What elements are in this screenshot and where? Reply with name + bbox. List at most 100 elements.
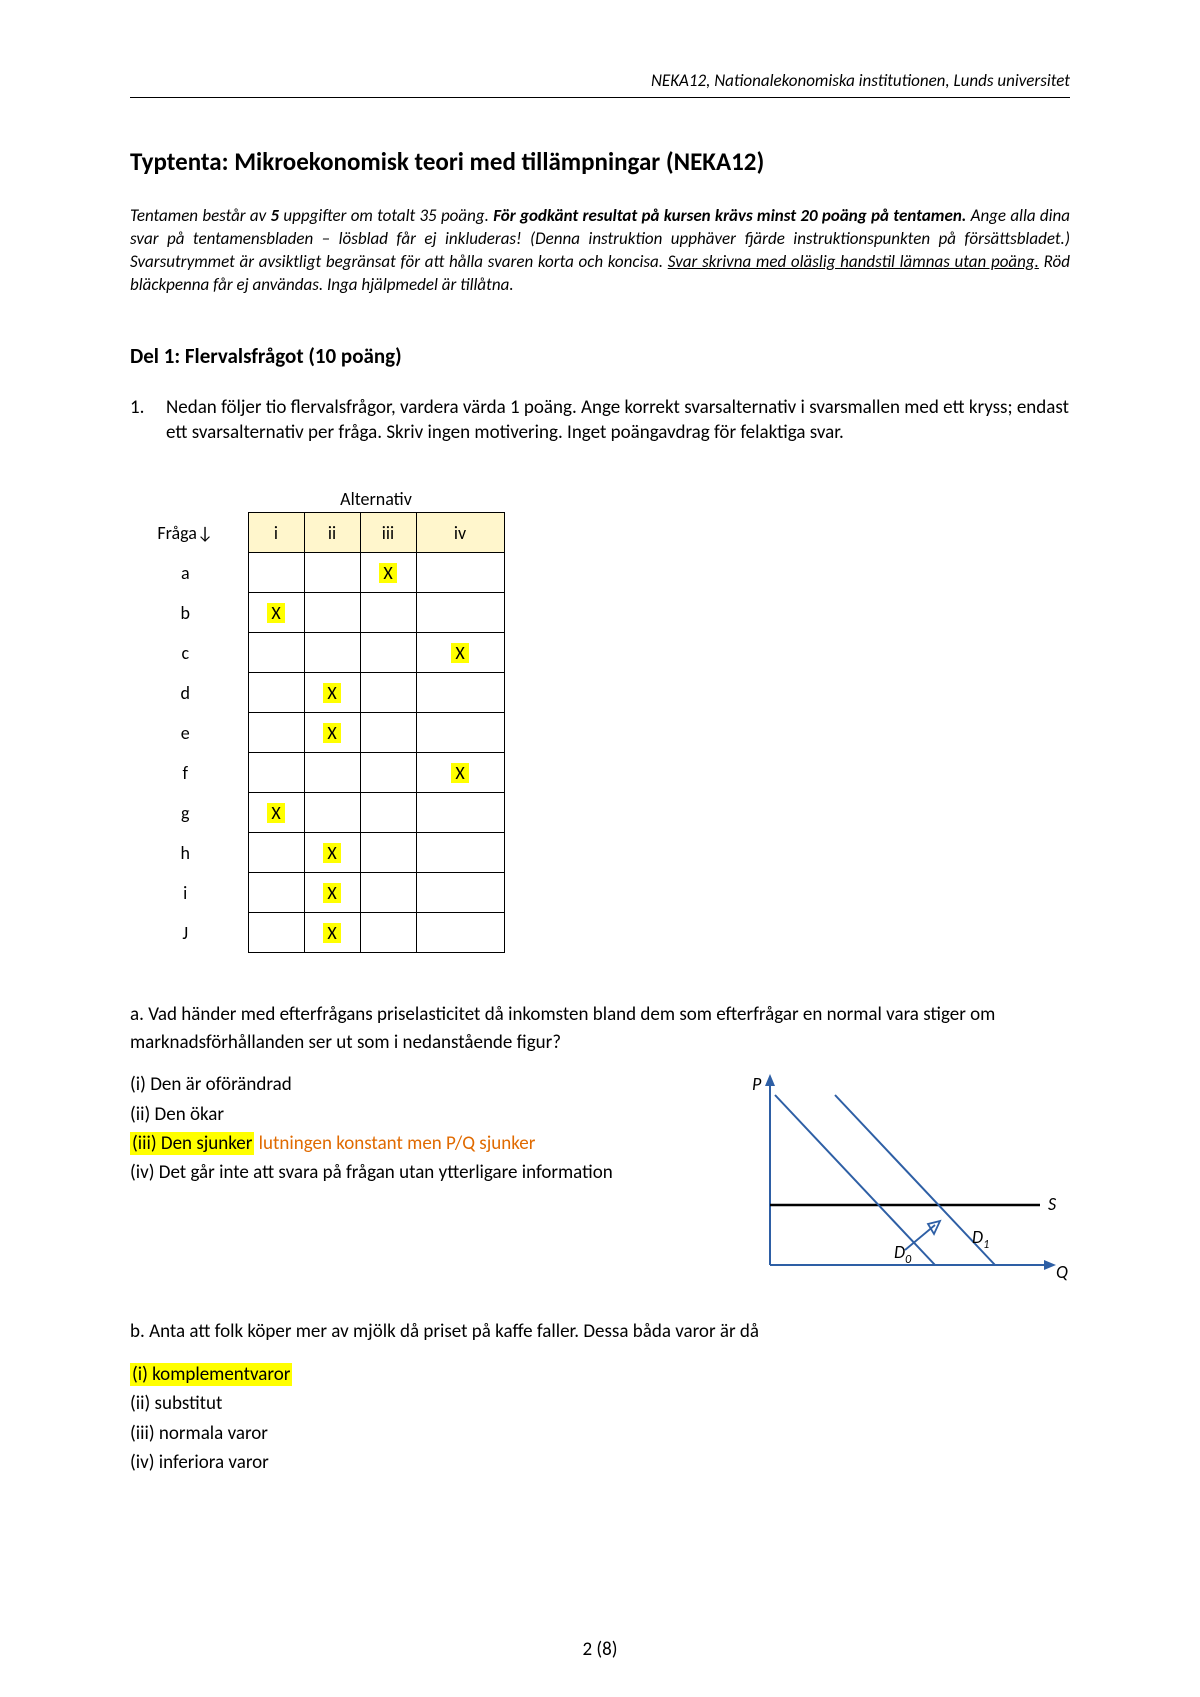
option-row: (iii) Den sjunker lutningen konstant men… [130,1129,710,1158]
option-highlight: (i) komplementvaror [130,1363,292,1386]
answer-cell [360,593,416,633]
option-text: Det går inte att svara på frågan utan yt… [159,1161,613,1184]
answer-cell: X [248,793,304,833]
row-label: g [136,793,248,833]
demand-supply-chart: P Q S D0 D1 [740,1070,1070,1290]
answer-cell [248,913,304,953]
answer-mark: X [323,843,340,864]
answer-cell: X [248,593,304,633]
option-label: (i) [130,1073,150,1096]
row-label: c [136,633,248,673]
question-1: 1. Nedan följer tio flervalsfrågor, vard… [130,395,1070,446]
answer-cell: X [416,633,504,673]
row-label: b [136,593,248,633]
answer-cell [416,713,504,753]
page: NEKA12, Nationalekonomiska institutionen… [0,0,1200,1697]
answer-mark: X [323,923,340,944]
answer-cell [360,913,416,953]
option-label: (iv) [130,1161,159,1184]
col-head: iv [416,513,504,553]
answer-mark: X [267,603,284,624]
intro-text: uppgifter om totalt 35 poäng. [279,205,493,226]
table-row: hX [136,833,504,873]
table-row: bX [136,593,504,633]
answer-cell [360,873,416,913]
answer-cell [416,873,504,913]
question-number: 1. [130,395,166,446]
intro-bold-pass: För godkänt resultat på kursen krävs min… [493,205,966,226]
answer-cell [416,673,504,713]
option-row: (i) komplementvaror [130,1360,1070,1389]
axis-label-q: Q [1056,1261,1068,1283]
answer-cell [360,793,416,833]
table-header-row: Fråga↓ i ii iii iv [136,513,504,553]
question-a-prompt: a. Vad händer med efterfrågans priselast… [130,1001,1070,1056]
answer-cell [248,873,304,913]
answer-mark: X [323,723,340,744]
option-highlight: (iii) Den sjunker [130,1132,254,1155]
answer-cell [248,633,304,673]
page-title: Typtenta: Mikroekonomisk teori med tillä… [130,146,1070,177]
answer-cell [248,673,304,713]
answer-cell [304,553,360,593]
answer-cell [248,833,304,873]
answer-cell [416,593,504,633]
row-label: i [136,873,248,913]
answer-cell [360,833,416,873]
answer-cell: X [304,833,360,873]
table-row: JX [136,913,504,953]
row-label: e [136,713,248,753]
alternatives-label: Alternativ [248,488,504,510]
answer-table-wrap: Alternativ Fråga↓ i ii iii iv aXbXcXdXeX… [136,488,1070,953]
answer-cell: X [304,673,360,713]
y-axis-arrow [765,1074,775,1086]
option-label: (ii) [130,1103,155,1126]
table-row: dX [136,673,504,713]
answer-table: Fråga↓ i ii iii iv aXbXcXdXeXfXgXhXiXJX [136,512,505,953]
answer-cell: X [304,713,360,753]
option-row: (i) Den är oförändrad [130,1070,710,1099]
answer-cell [416,913,504,953]
answer-mark: X [323,883,340,904]
option-text: Den är oförändrad [150,1073,292,1096]
question-text: Nedan följer tio flervalsfrågor, vardera… [166,395,1070,446]
question-b-prompt: b. Anta att folk köper mer av mjölk då p… [130,1318,1070,1346]
table-row: gX [136,793,504,833]
row-header-label: Fråga↓ [136,513,248,553]
d1-label: D1 [972,1226,989,1252]
intro-bold-count: 5 [271,205,280,226]
supply-label: S [1048,1193,1057,1215]
answer-cell [416,833,504,873]
answer-cell: X [360,553,416,593]
table-row: fX [136,753,504,793]
answer-cell [360,633,416,673]
x-axis-arrow [1044,1260,1056,1270]
option-label: (iv) [130,1451,159,1474]
page-number: 2 (8) [0,1638,1200,1661]
col-head: iii [360,513,416,553]
option-annotation: lutningen konstant men P/Q sjunker [254,1132,535,1155]
demand-d0-line [775,1095,935,1265]
answer-cell: X [304,873,360,913]
option-row: (iii) normala varor [130,1419,1070,1448]
question-a-block: (i) Den är oförändrad(ii) Den ökar(iii) … [130,1070,1070,1290]
option-label: (ii) [130,1392,155,1415]
answer-cell [304,593,360,633]
option-row: (iv) Det går inte att svara på frågan ut… [130,1158,710,1187]
demand-d1-line [835,1095,995,1265]
row-label: d [136,673,248,713]
answer-cell: X [304,913,360,953]
answer-cell [304,633,360,673]
answer-cell [248,713,304,753]
table-row: cX [136,633,504,673]
answer-mark: X [451,763,468,784]
answer-mark: X [451,643,468,664]
option-text: normala varor [159,1422,268,1445]
answer-mark: X [267,803,284,824]
option-row: (ii) Den ökar [130,1100,710,1129]
answer-mark: X [379,563,396,584]
section-heading: Del 1: Flervalsfrågot (10 poäng) [130,343,1070,369]
table-row: aX [136,553,504,593]
table-row: iX [136,873,504,913]
col-head: ii [304,513,360,553]
